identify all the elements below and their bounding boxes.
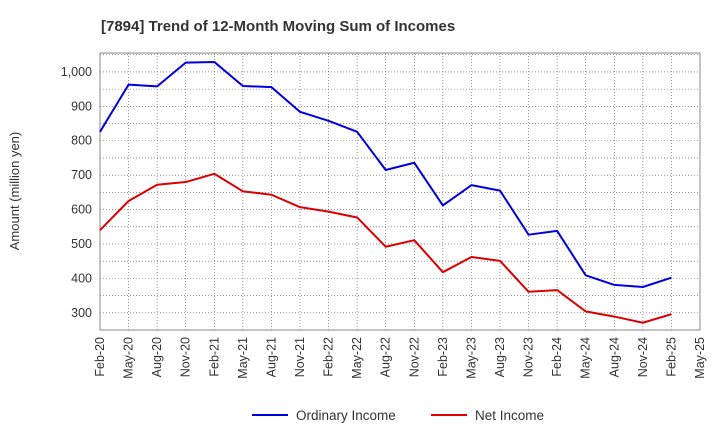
y-tick-label: 800 — [71, 134, 92, 148]
x-tick-label: Aug-21 — [264, 337, 278, 377]
plot-area-frame — [99, 52, 701, 331]
series-lines — [99, 60, 672, 324]
x-tick-label: Nov-22 — [407, 337, 421, 377]
x-tick-label: Feb-25 — [664, 337, 678, 377]
x-tick-label: Nov-24 — [636, 337, 650, 377]
x-tick-label: Feb-24 — [550, 337, 564, 377]
y-tick-label: 300 — [71, 306, 92, 320]
y-axis-label: Amount (million yen) — [7, 132, 22, 251]
y-tick-label: 500 — [71, 237, 92, 251]
chart-title: [7894] Trend of 12-Month Moving Sum of I… — [101, 18, 455, 35]
legend: Ordinary Income Net Income — [252, 408, 544, 423]
y-tick-label: 1,000 — [61, 65, 92, 79]
series-line-net-income — [99, 172, 672, 324]
y-tick-label: 400 — [71, 271, 92, 285]
x-tick-label: May-25 — [693, 337, 707, 379]
x-tick-label: May-20 — [122, 337, 136, 379]
y-tick-label: 700 — [71, 168, 92, 182]
x-tick-label: May-23 — [464, 337, 478, 379]
y-tick-label: 900 — [71, 99, 92, 113]
x-tick-label: Feb-22 — [322, 337, 336, 377]
x-tick-label: May-24 — [579, 337, 593, 379]
x-tick-label: Aug-24 — [607, 337, 621, 377]
grid — [99, 53, 701, 330]
x-tick-label: May-22 — [350, 337, 364, 379]
x-tick-label: Feb-21 — [207, 337, 221, 377]
series-line-ordinary-income — [99, 60, 672, 288]
x-tick-label: Aug-23 — [493, 337, 507, 377]
x-axis-ticks: Feb-20 May-20 Aug-20 Nov-20 Feb-21 May-21 Aug-… — [93, 337, 707, 379]
y-tick-label: 600 — [71, 203, 92, 217]
legend-label: Ordinary Income — [296, 408, 396, 423]
x-tick-label: May-21 — [236, 337, 250, 379]
x-tick-label: Aug-20 — [150, 337, 164, 377]
x-tick-label: Aug-22 — [379, 337, 393, 377]
x-tick-label: Feb-20 — [93, 337, 107, 377]
x-tick-label: Nov-20 — [179, 337, 193, 377]
x-tick-label: Nov-23 — [522, 337, 536, 377]
legend-label: Net Income — [475, 408, 544, 423]
x-tick-label: Feb-23 — [436, 337, 450, 377]
x-tick-label: Nov-21 — [293, 337, 307, 377]
y-axis-ticks: 300 400 500 600 700 800 900 1,000 — [61, 65, 92, 320]
